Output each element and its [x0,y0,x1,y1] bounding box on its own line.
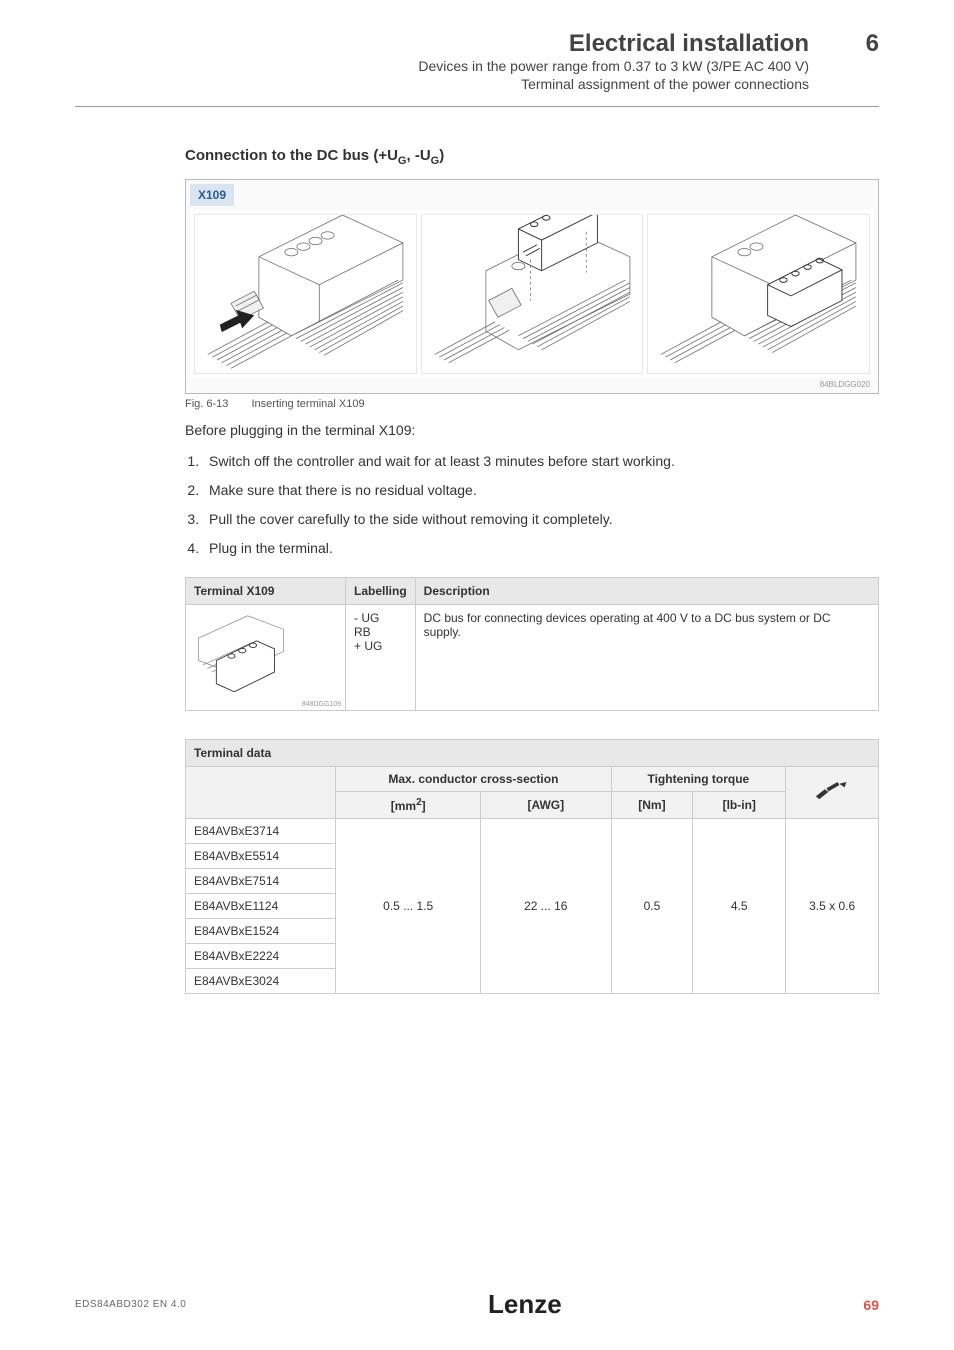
device-sketch-2 [422,215,643,373]
footer-doc-id: EDS84ABD302 EN 4.0 [75,1299,186,1310]
figure-caption: Fig. 6-13 Inserting terminal X109 [185,398,879,410]
t2-model: E84AVBxE3024 [186,969,336,994]
footer-logo: Lenze [488,1289,562,1320]
figure-id-code: 84BLDGG020 [190,378,874,389]
intro-paragraph: Before plugging in the terminal X109: [185,420,879,441]
step-item: Make sure that there is no residual volt… [203,480,879,501]
t2-val-mm2: 0.5 ... 1.5 [336,819,481,994]
device-sketch-3 [648,215,869,373]
figure-panel-3 [647,214,870,374]
t2-unit-awg: [AWG] [481,792,611,819]
header-subtitle-2: Terminal assignment of the power connect… [75,76,809,92]
t2-model: E84AVBxE7514 [186,869,336,894]
t2-val-awg: 22 ... 16 [481,819,611,994]
device-sketch-1 [195,215,416,373]
t2-unit-mm2: [mm2] [336,792,481,819]
figure-box: X109 [185,179,879,394]
step-item: Switch off the controller and wait for a… [203,451,879,472]
terminal-data-title: Terminal data [185,739,879,766]
section-title: Connection to the DC bus (+UG, -UG) [185,147,879,167]
terminal-image-id: 848DGG109 [302,701,341,708]
t2-val-tool: 3.5 x 0.6 [786,819,879,994]
page-header: Electrical installation 6 Devices in the… [75,30,879,92]
terminal-table: Terminal X109 Labelling Description [185,577,879,711]
t2-model: E84AVBxE2224 [186,944,336,969]
figure-panels [190,210,874,378]
t2-val-lbin: 4.5 [693,819,786,994]
t1-header: Description [415,578,878,605]
header-title: Electrical installation [569,30,809,58]
t2-model: E84AVBxE5514 [186,844,336,869]
figure-panel-1 [194,214,417,374]
t1-description-cell: DC bus for connecting devices operating … [415,605,878,711]
figure-label: X109 [190,184,234,206]
t2-val-nm: 0.5 [611,819,693,994]
terminal-data-table: Max. conductor cross-section Tightening … [185,766,879,994]
t2-model: E84AVBxE1124 [186,894,336,919]
footer-page-number: 69 [863,1297,879,1313]
steps-list: Switch off the controller and wait for a… [203,451,879,559]
t2-model: E84AVBxE3714 [186,819,336,844]
step-item: Pull the cover carefully to the side wit… [203,509,879,530]
t2-unit-nm: [Nm] [611,792,693,819]
step-item: Plug in the terminal. [203,538,879,559]
t2-header-cross-section: Max. conductor cross-section [336,767,611,792]
t2-blank-header [186,767,336,819]
t1-header: Terminal X109 [186,578,346,605]
t1-terminal-image-cell: 848DGG109 [186,605,346,711]
figure-number: Fig. 6-13 [185,398,228,410]
t1-labelling-cell: - UG RB + UG [346,605,416,711]
chapter-number: 6 [849,30,879,58]
t2-unit-lbin: [lb-in] [693,792,786,819]
header-subtitle-1: Devices in the power range from 0.37 to … [75,58,809,74]
page: Electrical installation 6 Devices in the… [0,0,954,1350]
page-footer: EDS84ABD302 EN 4.0 Lenze 69 [75,1289,879,1320]
screwdriver-icon [814,782,850,800]
figure-caption-text: Inserting terminal X109 [251,398,364,410]
header-divider [75,106,879,107]
t2-header-tool [786,767,879,819]
terminal-sketch [194,611,337,701]
t2-header-torque: Tightening torque [611,767,786,792]
t2-model: E84AVBxE1524 [186,919,336,944]
figure-panel-2 [421,214,644,374]
t1-header: Labelling [346,578,416,605]
content-area: Connection to the DC bus (+UG, -UG) X109 [185,147,879,994]
